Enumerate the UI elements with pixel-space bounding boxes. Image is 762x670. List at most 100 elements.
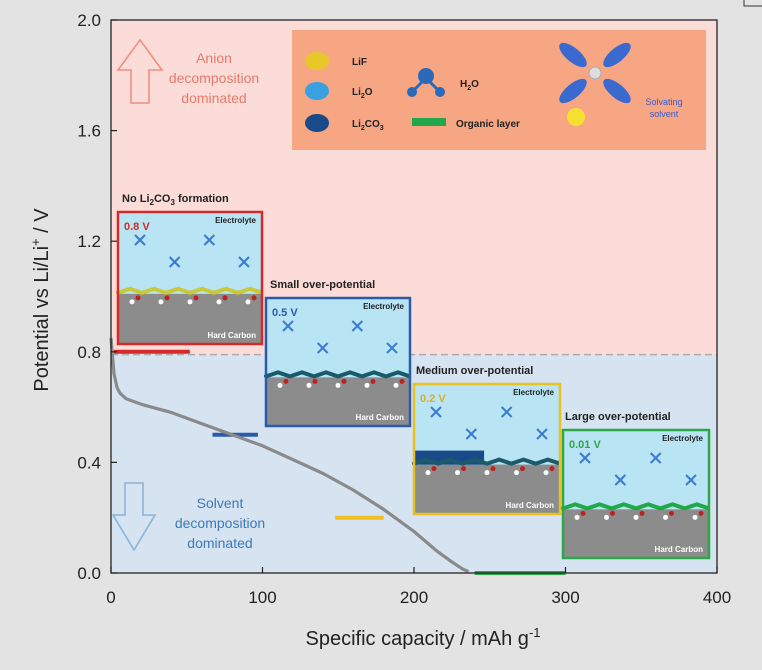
y-tick-label-0.8: 0.8 [77,343,101,362]
ion-dot-icon [663,514,668,520]
ion-dot-icon [312,378,318,384]
legend-item-lif: LiF [305,52,367,70]
ion-dot-icon [335,382,341,388]
ion-dot-icon [193,295,199,301]
solvent-molecule-icon [500,406,513,418]
legend-item-h2o: H2O [407,68,479,97]
solvent-molecule-icon [282,320,294,332]
legend-item-li2o: Li2O [305,82,373,100]
lower-region-label-line3: dominated [187,535,252,551]
solvent-molecule-icon [386,342,398,354]
lower-region-annotation: Solvent decomposition dominated [111,482,265,552]
ion-dot-icon [461,466,466,472]
inset-panel-border [561,428,711,560]
inset-panel-0: No Li2CO3 formation 0.8 V Electrolyte Hard … [116,193,264,346]
ion-dot-icon [393,382,399,388]
legend-item-organic-layer: Organic layer [412,118,520,130]
solvent-molecule-icon [649,452,662,464]
solvating-label-line2: solvent [650,109,679,119]
ion-dot-icon [520,466,525,472]
ion-dot-icon [639,510,645,516]
ion-dot-icon [514,470,519,476]
inset-panel-voltage: 0.5 V [272,307,298,319]
x-tick-label-0: 0 [106,588,115,607]
x-tick-label-300: 300 [551,588,579,607]
ion-dot-icon [164,295,170,301]
ion-dot-icon [580,510,586,516]
solvent-molecule-icon [316,342,329,354]
legend-label-lif: LiF [352,57,367,68]
inset-panel-title-3: Large over-potential [565,411,671,423]
x-tick-label-100: 100 [248,588,276,607]
y-tick-label-2.0: 2.0 [77,11,101,30]
ion-dot-icon [455,470,460,476]
ion-dot-icon [425,470,431,476]
ion-dot-icon [158,299,164,305]
solvent-molecule-icon [203,234,216,246]
axis-ticks: 0 100 200 300 400 0.0 0.4 0.8 1.2 1.6 2.0 [77,11,731,607]
solvating-solvent-icon [559,42,631,126]
ion-dot-icon [187,299,193,305]
legend: LiF Li2O Li2CO3 H2O Organic layer [292,30,706,150]
y-axis-label: Potential vs Li/Li+ / V [28,208,53,392]
upper-region-annotation: Anion decomposition dominated [116,38,259,106]
inset-panel-title-0: No Li2CO3 formation [122,193,229,207]
solvating-label-line1: Solvating [645,97,682,107]
inset-panel-voltage: 0.01 V [569,439,601,451]
inset-panel-electrode-label: Hard Carbon [356,413,405,422]
y-tick-label-1.2: 1.2 [77,232,101,251]
solvent-molecule-icon [465,428,478,440]
solvent-molecule-icon [614,474,627,486]
down-arrow-icon [111,482,157,552]
inset-panel-2: Medium over-potential 0.2 V Electrolyte Har… [412,365,562,516]
ion-dot-icon [129,299,135,305]
discharge-curve-0 [109,337,470,574]
legend-label-organic-layer: Organic layer [456,119,520,130]
ion-dot-icon [222,295,228,301]
li2co3-layer [414,450,485,465]
li2o-marker-icon [305,82,329,100]
legend-label-h2o: H2O [460,79,479,92]
up-arrow-icon [116,38,164,104]
ion-dot-icon [490,466,496,472]
li2co3-marker-icon [305,114,329,132]
inset-panel-electrolyte-label: Electrolyte [215,216,256,225]
ion-dot-icon [549,466,555,472]
ion-dot-icon [341,378,347,384]
solvent-molecule-icon [430,406,442,418]
legend-item-li2co3: Li2CO3 [305,114,384,132]
ion-dot-icon [698,510,704,516]
sei-surface [412,457,561,466]
upper-region-label-line2: decomposition [169,70,259,86]
lif-marker-icon [305,52,329,70]
ion-dot-icon [669,510,674,516]
ion-dot-icon [574,514,580,520]
inset-panel-border [116,210,264,346]
inset-panel-electrode-label: Hard Carbon [655,545,704,554]
inset-panel-3: Large over-potential 0.01 V Electrolyte Har… [561,411,711,560]
ion-dot-icon [604,514,609,520]
inset-panel-border [264,296,412,428]
solvent-molecule-icon [579,452,591,464]
sei-surface [561,502,710,511]
inset-panel-electrolyte-label: Electrolyte [662,434,703,443]
solvent-molecule-icon [134,234,146,246]
ion-dot-icon [692,514,698,520]
water-molecule-icon [407,68,445,97]
inset-panel-title-2: Medium over-potential [416,365,533,377]
inset-panel-electrode-label: Hard Carbon [208,331,257,340]
solvent-molecule-icon [238,256,250,268]
y-tick-label-1.6: 1.6 [77,122,101,141]
inset-panel-1: Small over-potential 0.5 V Electrolyte Hard… [264,279,412,428]
sei-surface [116,286,263,295]
inset-panel-title-1: Small over-potential [270,279,375,291]
solvent-molecule-icon [351,320,364,332]
legend-box [292,30,706,150]
ion-dot-icon [610,510,615,516]
solvent-molecule-icon [168,256,181,268]
y-tick-label-0.4: 0.4 [77,453,101,472]
inset-panel-electrolyte-label: Electrolyte [513,388,554,397]
ion-dot-icon [135,295,141,301]
ion-dot-icon [399,378,405,384]
